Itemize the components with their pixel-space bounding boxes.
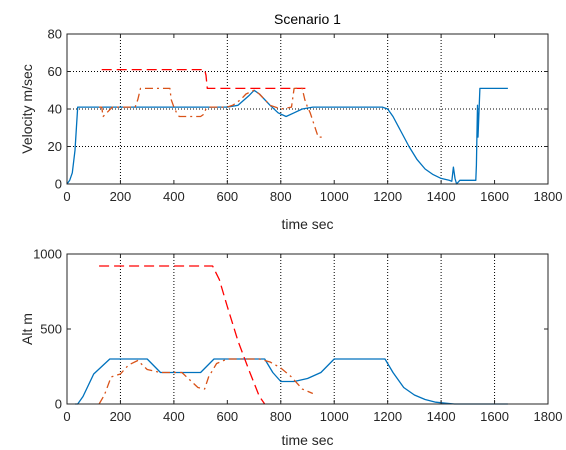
altitude-xtick-label-200: 200 <box>110 409 132 424</box>
altitude-xtick-label-1000: 1000 <box>320 409 349 424</box>
altitude-xtick-label-1600: 1600 <box>480 409 509 424</box>
velocity-xtick-label-200: 200 <box>110 189 132 204</box>
altitude-ytick-label-500: 500 <box>40 322 62 337</box>
velocity-xtick-label-0: 0 <box>63 189 70 204</box>
velocity-xtick-label-1600: 1600 <box>480 189 509 204</box>
altitude-xtick-label-400: 400 <box>163 409 185 424</box>
velocity-ytick-label-0: 0 <box>55 177 62 192</box>
altitude-series-dashed-1 <box>99 265 266 405</box>
altitude-xtick-label-1800: 1800 <box>534 409 563 424</box>
velocity-series <box>66 68 508 185</box>
velocity-ticks: 0 200 400 600 800 1000 1200 1400 1600 1800 0 20 40 60… <box>48 27 563 205</box>
velocity-series-solid-0 <box>66 87 508 185</box>
velocity-xtick-label-1200: 1200 <box>373 189 402 204</box>
velocity-x-axis-label: time sec <box>281 216 333 232</box>
altitude-plot: 0 200 400 600 800 1000 1200 1400 1600 1800 0 500 100… <box>19 247 562 449</box>
velocity-y-axis-label: Velocity m/sec <box>19 64 35 153</box>
velocity-ytick-label-60: 60 <box>48 64 62 79</box>
altitude-grid <box>119 254 496 404</box>
altitude-plot-area <box>67 254 548 404</box>
altitude-x-axis-label: time sec <box>281 432 333 448</box>
velocity-plot: 0 200 400 600 800 1000 1200 1400 1600 1800 0 20 40 60… <box>19 11 562 232</box>
velocity-xtick-label-800: 800 <box>270 189 292 204</box>
altitude-y-axis-label: Alt m <box>19 313 35 345</box>
altitude-xtick-label-1400: 1400 <box>427 409 456 424</box>
velocity-xtick-label-1800: 1800 <box>534 189 563 204</box>
velocity-series-dashed-1 <box>101 68 308 90</box>
velocity-xtick-label-1400: 1400 <box>427 189 456 204</box>
velocity-xtick-label-600: 600 <box>216 189 238 204</box>
altitude-xtick-label-1200: 1200 <box>373 409 402 424</box>
velocity-ytick-label-40: 40 <box>48 102 62 117</box>
altitude-xtick-label-600: 600 <box>216 409 238 424</box>
velocity-ytick-label-20: 20 <box>48 139 62 154</box>
altitude-xtick-label-0: 0 <box>63 409 70 424</box>
altitude-series-solid-0 <box>75 358 508 405</box>
altitude-ytick-label-1000: 1000 <box>33 247 62 262</box>
altitude-series-dashdot-2 <box>98 358 314 405</box>
velocity-chart-title: Scenario 1 <box>274 11 341 27</box>
velocity-ytick-label-80: 80 <box>48 27 62 42</box>
velocity-xtick-label-1000: 1000 <box>320 189 349 204</box>
velocity-xtick-label-400: 400 <box>163 189 185 204</box>
altitude-xtick-label-800: 800 <box>270 409 292 424</box>
velocity-series-dashdot-2 <box>99 87 324 138</box>
altitude-series <box>75 265 508 405</box>
altitude-ytick-label-0: 0 <box>55 397 62 412</box>
altitude-ticks: 0 200 400 600 800 1000 1200 1400 1600 1800 0 500 100… <box>33 247 562 425</box>
